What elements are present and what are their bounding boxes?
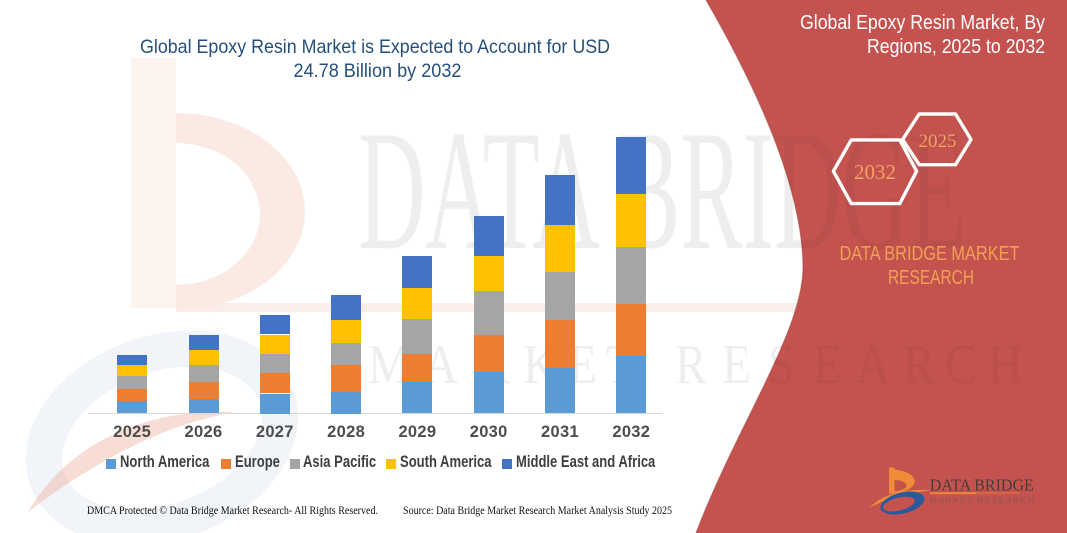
svg-text:R: R <box>903 335 935 396</box>
svg-text:2025: 2025 <box>919 131 957 152</box>
svg-text:24.78 Billion by 2032: 24.78 Billion by 2032 <box>294 60 462 82</box>
svg-text:E: E <box>813 335 842 396</box>
svg-text:A: A <box>856 335 891 396</box>
svg-text:DATA BRIDGE MARKET: DATA BRIDGE MARKET <box>840 243 1020 265</box>
svg-text:DATA BRIDGE: DATA BRIDGE <box>930 476 1034 495</box>
svg-text:2032: 2032 <box>854 160 896 184</box>
svg-text:RESEARCH: RESEARCH <box>888 267 974 289</box>
svg-text:Global Epoxy Resin Market is E: Global Epoxy Resin Market is Expected to… <box>140 36 610 58</box>
svg-text:H: H <box>988 335 1022 396</box>
svg-text:C: C <box>945 335 977 396</box>
svg-text:R: R <box>675 335 707 396</box>
svg-text:Regions, 2025 to 2032: Regions, 2025 to 2032 <box>867 36 1045 58</box>
svg-text:Source: Data Bridge Market Res: Source: Data Bridge Market Research Mark… <box>403 505 672 517</box>
svg-text:E: E <box>722 335 751 396</box>
svg-text:MARKET RESEARCH: MARKET RESEARCH <box>930 496 1034 506</box>
svg-text:DMCA Protected © Data Bridge M: DMCA Protected © Data Bridge Market Rese… <box>87 505 378 517</box>
svg-text:Global Epoxy Resin Market, By: Global Epoxy Resin Market, By <box>800 12 1045 34</box>
